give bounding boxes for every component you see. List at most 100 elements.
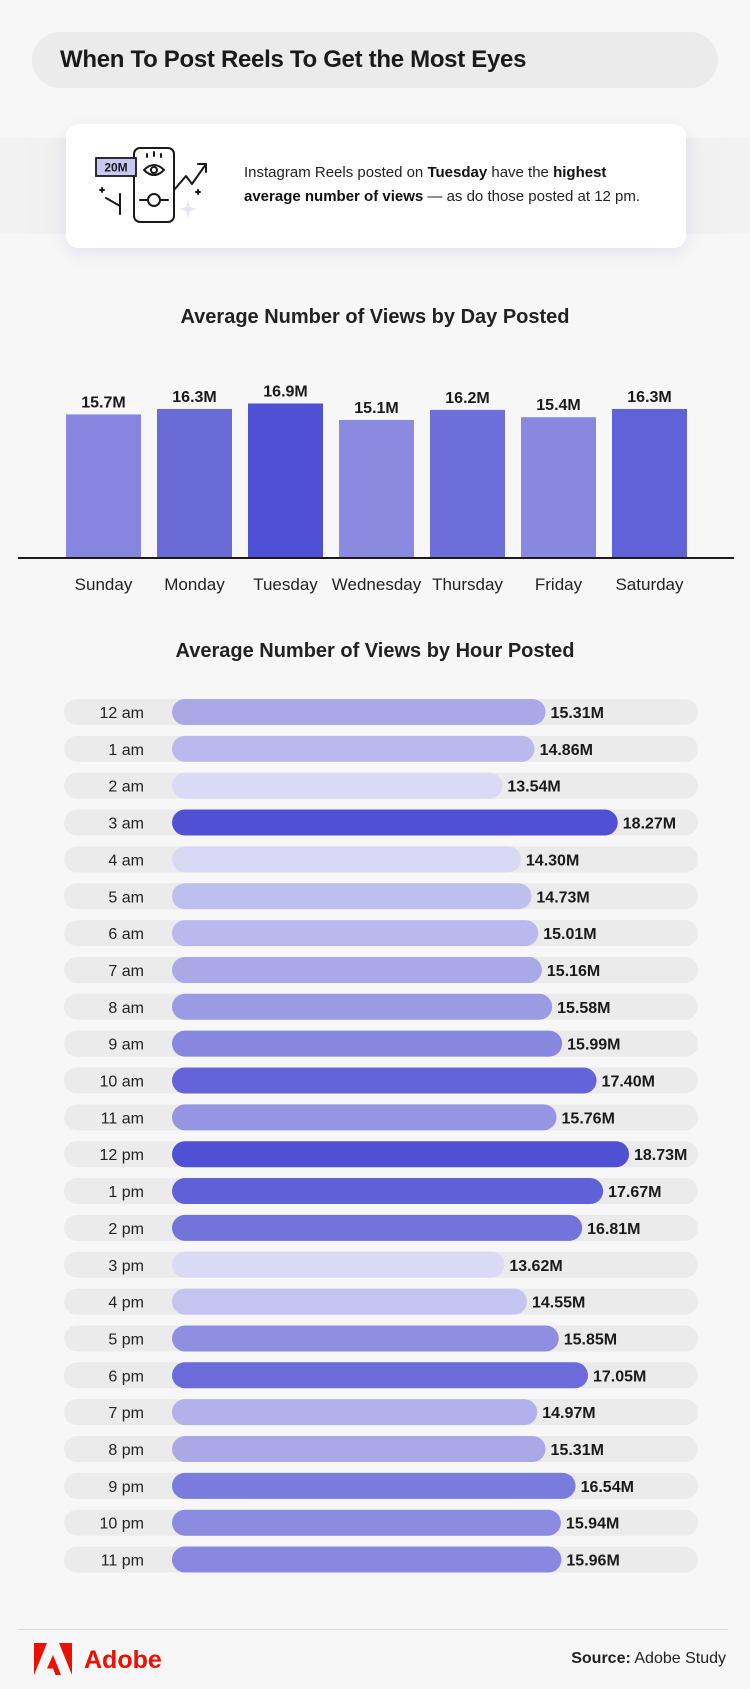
trend-arrow-icon: [173, 163, 207, 191]
hour-bar: [172, 772, 503, 799]
day-axis-label: Monday: [164, 575, 225, 594]
hour-bar-chart: 12 am 15.31M 1 am 14.86M 2 am 13.54M 3 am 18.27…: [64, 699, 698, 1573]
day-axis-label: Wednesday: [332, 575, 422, 594]
hour-axis-label: 4 pm: [108, 1295, 144, 1312]
hour-bar: [172, 1104, 557, 1131]
hour-bar: [172, 1251, 505, 1278]
hour-bar-value-label: 15.31M: [551, 1442, 604, 1459]
day-bar-value-label: 16.9M: [263, 383, 307, 400]
hour-axis-label: 7 am: [108, 963, 144, 980]
day-bar-value-label: 16.2M: [445, 390, 489, 407]
hour-axis-label: 12 am: [100, 705, 144, 722]
hour-bar: [172, 735, 535, 762]
hour-axis-label: 6 am: [108, 926, 144, 943]
day-bar: [430, 409, 505, 558]
hour-bar-value-label: 14.97M: [542, 1405, 595, 1422]
day-bar-value-label: 16.3M: [172, 389, 216, 406]
insight-text-end: — as do those posted at 12 pm.: [423, 188, 641, 205]
day-chart-title: Average Number of Views by Day Posted: [180, 306, 570, 328]
day-bar-value-label: 15.1M: [354, 400, 398, 417]
hour-axis-label: 9 am: [108, 1037, 144, 1054]
adobe-logo-icon: [34, 1643, 72, 1675]
source-label: Source:: [571, 1650, 631, 1667]
sparkle-icon: [179, 200, 197, 218]
hour-bar-value-label: 18.73M: [634, 1147, 687, 1164]
hour-bar: [172, 993, 553, 1020]
hour-bar-value-label: 14.30M: [526, 852, 579, 869]
hour-bar-value-label: 15.01M: [543, 926, 596, 943]
insight-text: Instagram Reels posted on Tuesday have t…: [244, 161, 664, 209]
hour-bar: [172, 1325, 559, 1352]
hour-bar-value-label: 16.81M: [587, 1221, 640, 1238]
hour-bar: [172, 1472, 576, 1499]
day-axis-label: Tuesday: [253, 575, 318, 594]
day-bar-value-label: 16.3M: [627, 389, 671, 406]
day-bar: [612, 408, 687, 558]
insight-text-day: Tuesday: [427, 164, 488, 181]
page-title: When To Post Reels To Get the Most Eyes: [32, 32, 718, 88]
hour-bar-value-label: 15.58M: [557, 1000, 610, 1017]
hour-bar: [172, 846, 521, 873]
hour-axis-label: 3 pm: [108, 1258, 144, 1275]
day-axis-label: Thursday: [432, 575, 503, 594]
hour-bar: [172, 1362, 589, 1389]
hour-bar-value-label: 15.31M: [551, 705, 604, 722]
hour-bar-value-label: 15.99M: [567, 1037, 620, 1054]
hour-bar: [172, 1067, 597, 1094]
hour-bar: [172, 1546, 562, 1573]
footer-divider: [18, 1629, 728, 1630]
day-axis-label: Sunday: [75, 575, 133, 594]
phone-views-illustration: 20M: [95, 147, 207, 223]
hour-bar: [172, 809, 618, 836]
hour-bar: [172, 1030, 563, 1057]
hour-axis-label: 12 pm: [100, 1147, 144, 1164]
day-bar: [157, 408, 232, 558]
hour-bar-value-label: 14.73M: [536, 889, 589, 906]
hour-axis-label: 10 am: [100, 1074, 144, 1091]
hour-axis-label: 11 am: [101, 1110, 144, 1127]
hour-bar: [172, 956, 542, 983]
hour-bar-value-label: 13.54M: [507, 779, 560, 796]
magnifier-icon: [147, 193, 161, 207]
day-bar: [248, 403, 323, 558]
hour-axis-label: 11 pm: [101, 1553, 144, 1570]
hour-bar-value-label: 14.86M: [540, 742, 593, 759]
day-bar: [521, 417, 596, 558]
day-axis-label: Friday: [535, 575, 583, 594]
insight-text-intro: Instagram Reels posted on: [244, 164, 428, 181]
insight-text-mid: have the: [487, 164, 554, 181]
hour-axis-label: 1 pm: [108, 1184, 144, 1201]
hour-bar-value-label: 15.96M: [566, 1553, 619, 1570]
day-bar: [66, 414, 141, 558]
hour-bar-value-label: 15.94M: [566, 1516, 619, 1533]
hour-axis-label: 8 pm: [108, 1442, 144, 1459]
hour-bar-value-label: 17.40M: [602, 1074, 655, 1091]
hour-bar-value-label: 18.27M: [623, 816, 676, 833]
phone-icon: [133, 147, 175, 223]
insight-text-highlight: highest average number of views: [244, 164, 607, 205]
day-bar-value-label: 15.4M: [536, 397, 580, 414]
hour-bar: [172, 1141, 629, 1168]
hour-bar-value-label: 15.76M: [562, 1110, 615, 1127]
hour-axis-label: 7 pm: [108, 1405, 144, 1422]
hour-bar-value-label: 15.16M: [547, 963, 600, 980]
hour-axis-label: 2 pm: [108, 1221, 144, 1238]
hour-axis-label: 6 pm: [108, 1368, 144, 1385]
hour-bar-value-label: 17.67M: [608, 1184, 661, 1201]
views-badge: [95, 157, 137, 177]
hour-axis-label: 5 am: [108, 889, 144, 906]
hour-bar: [172, 1178, 604, 1205]
hour-bar: [172, 883, 532, 910]
day-bar-value-label: 15.7M: [81, 394, 125, 411]
hour-bar: [172, 920, 539, 947]
source-credit: Source: Adobe Study: [571, 1650, 726, 1668]
hour-chart-title: Average Number of Views by Hour Posted: [175, 640, 575, 662]
day-bar: [339, 419, 414, 558]
hour-axis-label: 8 am: [108, 1000, 144, 1017]
hour-bar-value-label: 17.05M: [593, 1368, 646, 1385]
insight-card: 20M Instagram Reels posted on Tuesday ha…: [66, 124, 686, 248]
day-axis-label: Saturday: [615, 575, 684, 594]
hour-axis-label: 1 am: [108, 742, 144, 759]
eye-icon: [143, 164, 165, 176]
hour-axis-label: 3 am: [108, 816, 144, 833]
